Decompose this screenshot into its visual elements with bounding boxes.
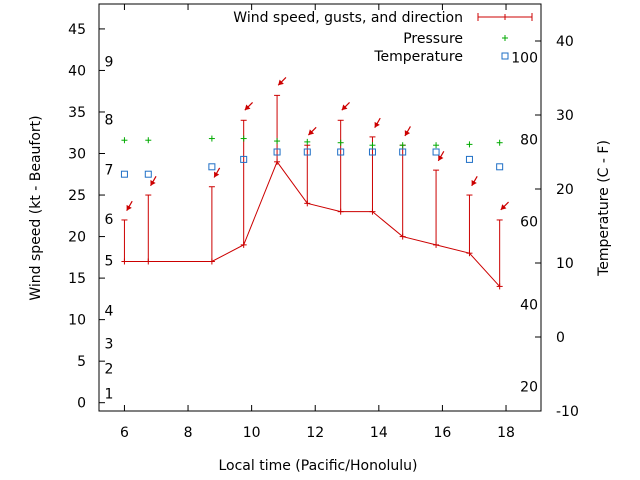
fahrenheit-label: 100 [511,50,538,66]
fahrenheit-label: 40 [520,297,538,313]
legend-label-pressure: Pressure [403,31,463,47]
beaufort-label: 8 [105,112,114,128]
wind-direction-arrowhead [341,104,348,111]
beaufort-label: 3 [105,337,114,353]
beaufort-label: 9 [105,54,114,70]
wind-direction-arrowhead [471,179,477,186]
x-tick-label: 14 [370,425,388,441]
temperature-point [303,148,311,156]
wind-speed-line [124,160,501,287]
legend: Wind speed, gusts, and direction Pressure… [233,10,533,65]
wind-direction-arrowhead [214,171,220,178]
x-tick-label: 10 [243,425,261,441]
y-tick-label: 35 [68,105,86,121]
y-axis-ticks: 0 5 10 15 20 25 30 35 40 45 [68,22,105,412]
wind-direction-arrowhead [500,204,507,210]
x-axis-label: Local time (Pacific/Honolulu) [218,458,417,474]
y2-tick-label: 0 [556,330,565,346]
y-tick-label: 45 [68,22,86,38]
y2-axis-label: Temperature (C - F) [596,140,612,277]
beaufort-label: 7 [105,162,114,178]
temperature-point [240,155,248,163]
legend-label-temperature: Temperature [373,49,463,65]
beaufort-label: 1 [105,387,114,403]
beaufort-label: 5 [105,254,114,270]
temperature-point [144,170,152,178]
fahrenheit-label: 60 [520,215,538,231]
wind-direction-arrowhead [150,179,156,186]
fahrenheit-scale: 20 40 60 80 100 [511,50,538,395]
temperature-point [399,148,407,156]
y2-tick-label: 30 [556,108,574,124]
y-tick-label: 30 [68,147,86,163]
wind-direction-arrowhead [126,204,132,211]
x-tick-label: 12 [306,425,324,441]
temperature-point [120,170,128,178]
y-tick-label: 15 [68,271,86,287]
y-tick-label: 0 [77,396,86,412]
x-tick-label: 8 [184,425,193,441]
y-axis-label: Wind speed (kt - Beaufort) [28,115,44,300]
wind-direction-arrowhead [278,79,284,86]
fahrenheit-label: 20 [520,380,538,396]
y2-tick-label: -10 [556,404,579,420]
y-tick-label: 40 [68,63,86,79]
beaufort-scale: 1 2 3 4 5 6 7 8 9 [105,54,114,402]
y-tick-label: 25 [68,188,86,204]
y2-tick-label: 40 [556,34,574,50]
wind-direction-arrowhead [308,129,315,136]
temperature-point [432,148,440,156]
temperature-point [368,148,376,156]
x-tick-label: 16 [434,425,452,441]
wind-direction-arrowhead [404,130,411,136]
beaufort-label: 4 [105,303,114,319]
temperature-point [337,148,345,156]
temperature-point [496,163,504,171]
wind-direction-arrowhead [244,104,251,111]
legend-temperature-marker [501,52,509,60]
beaufort-label: 6 [105,212,114,228]
wind-direction-arrowhead [374,121,380,128]
temperature-point [465,155,473,163]
x-tick-label: 18 [497,425,515,441]
y-tick-label: 20 [68,230,86,246]
fahrenheit-label: 80 [520,132,538,148]
y2-tick-label: 20 [556,182,574,198]
y2-axis-ticks: -10 0 10 20 30 40 [535,34,579,420]
series-layer [120,77,509,290]
y-tick-label: 5 [77,354,86,370]
temperature-point [273,148,281,156]
temperature-point [208,163,216,171]
y2-tick-label: 10 [556,256,574,272]
y-tick-label: 10 [68,313,86,329]
beaufort-label: 2 [105,362,114,378]
wind-direction-arrowhead [438,155,444,161]
plot-frame [98,3,542,412]
x-axis-ticks: 6 8 10 12 14 16 18 [120,4,515,441]
x-tick-label: 6 [120,425,129,441]
legend-label-wind: Wind speed, gusts, and direction [233,10,463,26]
